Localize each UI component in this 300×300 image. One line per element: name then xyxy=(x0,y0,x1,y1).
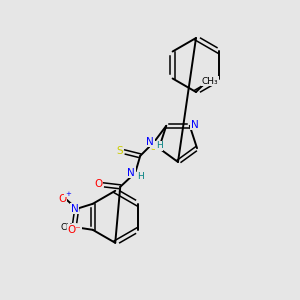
Text: N: N xyxy=(191,120,199,130)
Text: N: N xyxy=(71,204,79,214)
Text: O: O xyxy=(94,179,102,189)
Text: H: H xyxy=(137,172,144,181)
Text: N: N xyxy=(128,168,135,178)
Text: +: + xyxy=(65,191,71,197)
Text: S: S xyxy=(151,142,157,152)
Text: N: N xyxy=(146,137,154,147)
Text: O: O xyxy=(58,194,67,204)
Text: CH₃: CH₃ xyxy=(60,223,76,232)
Text: S: S xyxy=(116,146,123,156)
Text: O⁻: O⁻ xyxy=(68,225,82,235)
Text: CH₃: CH₃ xyxy=(202,76,218,85)
Text: H: H xyxy=(156,141,163,150)
